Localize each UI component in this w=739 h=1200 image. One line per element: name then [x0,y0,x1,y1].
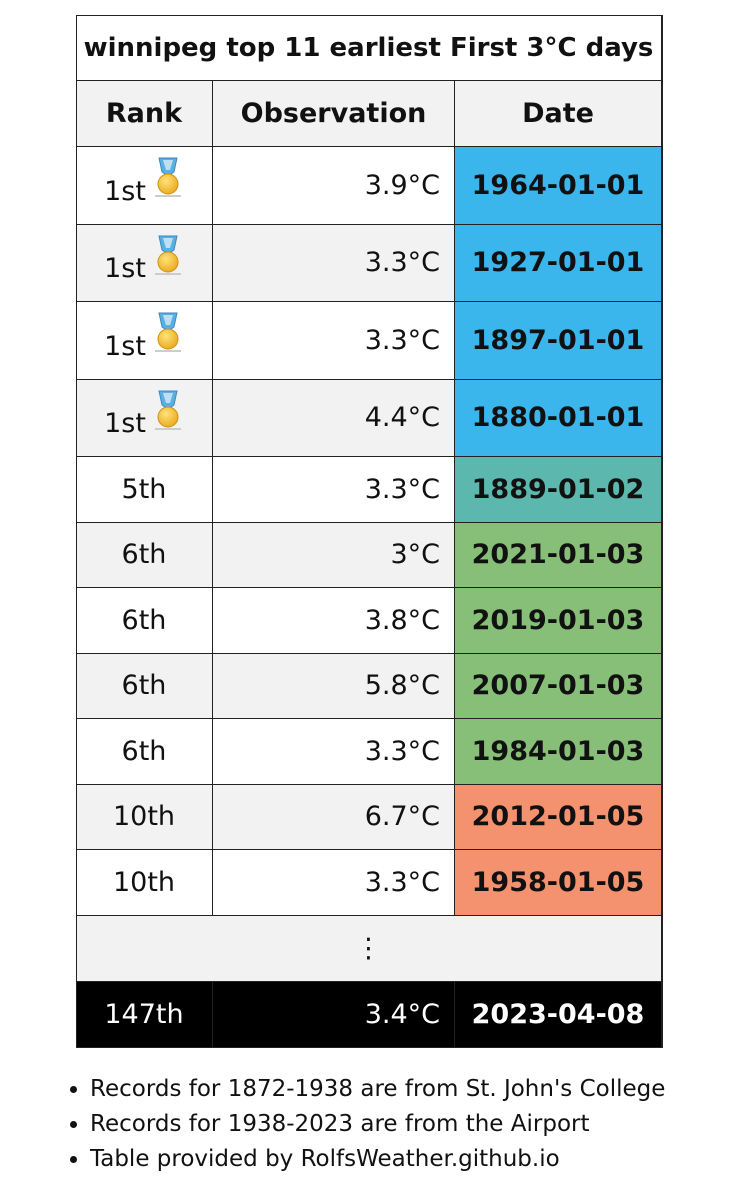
medal-icon [154,157,181,198]
observation-cell-text: 3.3°C [364,866,440,898]
rank-cell-text: 1st [104,408,146,440]
observation-cell-text: 3.8°C [364,604,440,636]
rank-cell: 1st [76,379,213,457]
date-cell: 1984-01-03 [455,719,662,785]
date-cell: 1964-01-01 [455,147,662,225]
current-observation-cell-text: 3.4°C [364,998,440,1030]
observation-cell: 3.3°C [213,302,455,380]
observation-cell-text: 5.8°C [364,670,440,702]
date-cell-text: 1889-01-02 [471,473,645,505]
rank-cell-text: 6th [121,539,167,571]
date-cell-text: 1984-01-03 [471,735,645,767]
rank-cell-text: 10th [112,801,176,833]
observation-cell: 5.8°C [213,653,455,719]
date-cell: 1958-01-05 [455,850,662,916]
rank-cell: 6th [76,588,213,654]
rank-cell: 6th [76,719,213,785]
observation-cell-text: 3.3°C [364,735,440,767]
observation-cell: 6.7°C [213,784,455,850]
ellipsis-row-text: ⋮ [355,932,382,964]
observation-cell-text: 6.7°C [364,801,440,833]
date-cell-text: 1958-01-05 [471,866,645,898]
table-title-text: winnipeg top 11 earliest First 3°C days [83,32,654,63]
notes: Records for 1872-1938 are from St. John'… [60,1072,665,1177]
column-header: Observation [213,81,455,147]
date-cell: 1880-01-01 [455,379,662,457]
date-cell-text: 1880-01-01 [471,402,645,434]
observation-cell: 3.3°C [213,457,455,523]
current-observation-cell: 3.4°C [213,981,455,1048]
rank-cell: 10th [76,784,213,850]
medal-icon [154,312,181,353]
rank-cell-text: 10th [112,866,176,898]
rank-cell: 5th [76,457,213,523]
date-cell-text: 2007-01-03 [471,670,645,702]
date-cell-text: 1964-01-01 [471,169,645,201]
observation-cell: 4.4°C [213,379,455,457]
rank-cell: 1st [76,147,213,225]
current-rank-cell-text: 147th [104,998,184,1030]
current-date-cell: 2023-04-08 [455,981,662,1048]
observation-cell-text: 4.4°C [364,402,440,434]
date-cell: 2012-01-05 [455,784,662,850]
observation-cell: 3°C [213,522,455,588]
date-cell: 1889-01-02 [455,457,662,523]
table-title: winnipeg top 11 earliest First 3°C days [76,15,662,81]
column-header: Rank [76,81,213,147]
observation-cell: 3.9°C [213,147,455,225]
observation-cell-text: 3°C [390,539,440,571]
rank-cell: 1st [76,224,213,302]
rank-cell-text: 6th [121,670,167,702]
medal-icon [154,390,181,430]
rank-cell: 1st [76,302,213,380]
observation-cell-text: 3.9°C [364,169,440,201]
date-cell: 1897-01-01 [455,302,662,380]
date-cell-text: 2021-01-03 [471,539,645,571]
rank-cell-text: 6th [121,735,167,767]
rank-cell-text: 1st [104,253,146,285]
rank-cell-text: 1st [104,330,146,362]
rank-cell: 6th [76,522,213,588]
date-cell: 2007-01-03 [455,653,662,719]
date-cell-text: 1897-01-01 [471,324,645,356]
rank-cell-text: 5th [121,473,167,505]
date-cell: 2021-01-03 [455,522,662,588]
date-cell-text: 1927-01-01 [471,247,645,279]
note: Records for 1872-1938 are from St. John'… [90,1072,665,1107]
column-header-text: Observation [240,98,427,129]
date-cell-text: 2019-01-03 [471,604,645,636]
column-header-text: Date [522,98,594,129]
column-header: Date [455,81,662,147]
observation-cell: 3.8°C [213,588,455,654]
note: Records for 1938-2023 are from the Airpo… [90,1107,665,1142]
ellipsis-row: ⋮ [76,915,662,982]
rank-cell-text: 6th [121,604,167,636]
rank-cell: 10th [76,850,213,916]
observation-cell: 3.3°C [213,719,455,785]
current-date-cell-text: 2023-04-08 [471,998,645,1030]
observation-cell-text: 3.3°C [364,247,440,279]
date-cell: 2019-01-03 [455,588,662,654]
medal-icon [154,235,181,275]
observation-cell-text: 3.3°C [364,473,440,505]
date-cell-text: 2012-01-05 [471,801,645,833]
rank-cell: 6th [76,653,213,719]
observation-cell-text: 3.3°C [364,324,440,356]
observation-cell: 3.3°C [213,850,455,916]
date-cell: 1927-01-01 [455,224,662,302]
note: Table provided by RolfsWeather.github.io [90,1142,665,1177]
column-header-text: Rank [105,98,183,129]
observation-cell: 3.3°C [213,224,455,302]
rank-cell-text: 1st [104,175,146,207]
current-rank-cell: 147th [76,981,213,1048]
